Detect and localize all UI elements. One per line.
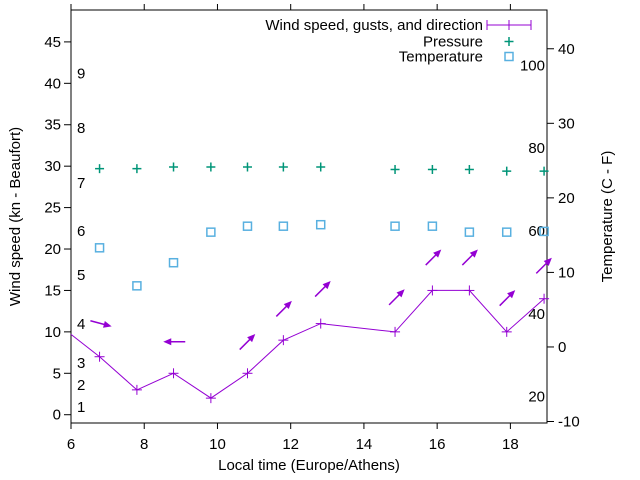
x-tick-label: 8 xyxy=(140,436,148,453)
beaufort-scale-label: 1 xyxy=(77,399,85,416)
y-axis-right: -10 0 10 20 30 40 20 40 60 80 100 Temperature (C - … xyxy=(520,41,616,431)
wind-speed-series xyxy=(70,285,550,404)
wind-arrow-head xyxy=(247,334,256,343)
legend-label-wind: Wind speed, gusts, and direction xyxy=(265,17,483,34)
y-right-tick-label: 40 xyxy=(558,41,575,58)
temperature-point-marker xyxy=(390,221,400,231)
y-left-tick-label: 45 xyxy=(44,34,61,51)
beaufort-scale-label: 3 xyxy=(77,355,85,372)
wind-arrow-head xyxy=(322,281,331,290)
beaufort-scale-label: 9 xyxy=(77,65,85,82)
wind-arrow-head xyxy=(507,290,516,299)
temperature-point-marker xyxy=(315,219,326,230)
y-left-tick-label: 30 xyxy=(44,158,61,175)
legend-label-temperature: Temperature xyxy=(399,49,483,66)
y-left-tick-label: 20 xyxy=(44,241,61,258)
legend-temperature-sample-marker xyxy=(504,51,514,62)
fahrenheit-scale-label: 20 xyxy=(528,389,545,406)
y-left-tick-label: 25 xyxy=(44,200,61,217)
wind-arrow-head xyxy=(543,257,552,266)
temperature-point-marker xyxy=(278,221,289,231)
temperature-point-marker xyxy=(427,221,438,231)
y-left-tick-label: 40 xyxy=(44,75,61,92)
wind-arrow-head xyxy=(433,249,442,258)
fahrenheit-scale-label: 80 xyxy=(528,140,545,157)
pressure-series xyxy=(95,162,549,176)
wind-arrow-head xyxy=(163,338,172,346)
wind-arrow-head xyxy=(396,289,405,298)
wind-arrow-head xyxy=(469,249,478,258)
y-axis-right-title: Temperature (C - F) xyxy=(599,151,616,283)
x-tick-label: 6 xyxy=(67,436,75,453)
y-left-tick-label: 0 xyxy=(53,407,61,424)
temperature-point-marker xyxy=(94,243,105,253)
fahrenheit-scale-label: 100 xyxy=(520,57,545,74)
x-axis-title: Local time (Europe/Athens) xyxy=(218,457,400,474)
y-right-tick-label: 30 xyxy=(558,115,575,132)
fahrenheit-scale-label: 40 xyxy=(528,306,545,323)
fahrenheit-scale-label: 60 xyxy=(528,223,545,240)
x-tick-label: 12 xyxy=(282,436,299,453)
beaufort-scale-label: 5 xyxy=(77,267,85,284)
y-left-tick-label: 10 xyxy=(44,324,61,341)
beaufort-scale-label: 4 xyxy=(77,316,85,333)
temperature-series xyxy=(94,219,549,291)
y-right-tick-label: 20 xyxy=(558,190,575,207)
y-left-tick-label: 15 xyxy=(44,282,61,299)
temperature-point-marker xyxy=(168,257,179,268)
wind-speed-line xyxy=(70,289,545,399)
y-left-tick-label: 5 xyxy=(53,365,61,382)
plot-border xyxy=(70,9,548,424)
legend: Wind speed, gusts, and directionPressure… xyxy=(265,17,532,66)
temperature-point-marker xyxy=(539,226,549,237)
temperature-point-marker xyxy=(464,227,475,237)
wind-arrow-head xyxy=(283,300,292,310)
temperature-point-marker xyxy=(242,221,253,231)
beaufort-scale-label: 2 xyxy=(77,377,85,394)
x-tick-label: 16 xyxy=(429,436,446,453)
y-right-tick-label: -10 xyxy=(558,414,580,431)
legend-label-pressure: Pressure xyxy=(423,34,483,51)
y-right-tick-label: 0 xyxy=(558,339,566,356)
temperature-point-marker xyxy=(206,227,216,237)
x-tick-label: 18 xyxy=(502,436,519,453)
wind-arrow-head xyxy=(103,320,112,328)
temperature-point-marker xyxy=(501,227,512,237)
x-tick-label: 14 xyxy=(356,436,373,453)
beaufort-scale-label: 8 xyxy=(77,120,85,137)
beaufort-scale-label: 6 xyxy=(77,223,85,240)
y-axis-left-title: Wind speed (kn - Beaufort) xyxy=(7,127,24,306)
y-left-tick-label: 35 xyxy=(44,117,61,134)
y-right-tick-label: 10 xyxy=(558,264,575,281)
temperature-point-marker xyxy=(132,281,142,291)
x-tick-label: 10 xyxy=(209,436,226,453)
plot-border-rect xyxy=(70,9,548,424)
wind-direction-arrows xyxy=(90,249,552,351)
beaufort-scale-label: 7 xyxy=(77,175,85,192)
